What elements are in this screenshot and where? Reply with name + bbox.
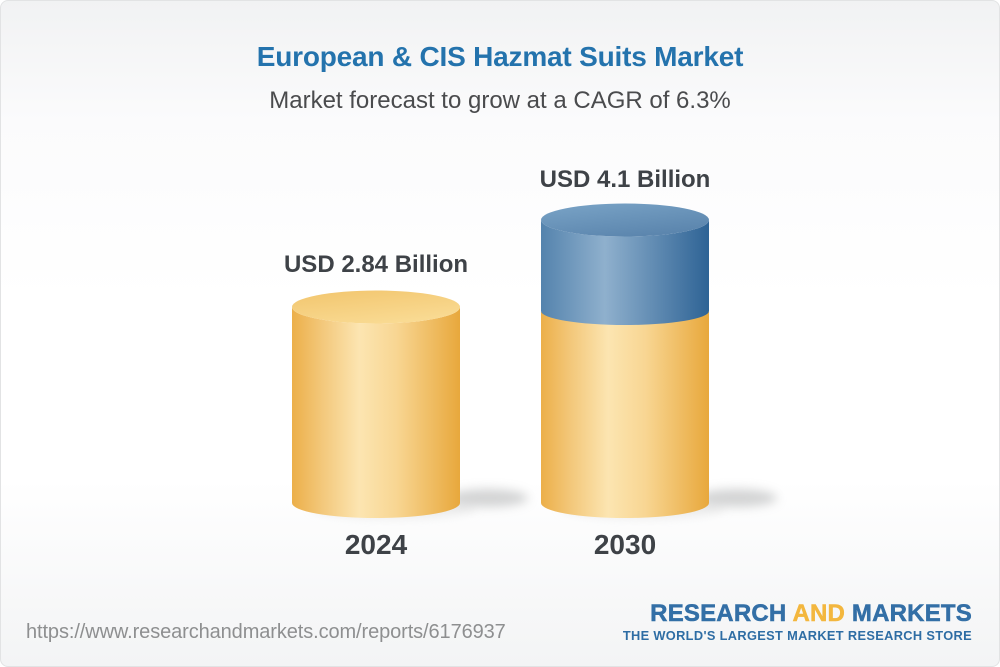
value-label-2030: USD 4.1 Billion [539, 166, 711, 193]
logo-word-research: RESEARCH [650, 600, 787, 627]
axis-label-2024: 2024 [344, 529, 408, 560]
bar-2030-top [541, 203, 709, 237]
cylinder-shadow [697, 489, 777, 507]
bar-2024-body [292, 307, 460, 518]
bar-2024-top [292, 290, 460, 324]
bar-2030-growth-segment [541, 220, 709, 325]
logo-tagline: THE WORLD'S LARGEST MARKET RESEARCH STOR… [622, 628, 972, 643]
axis-label-2030: 2030 [593, 529, 657, 560]
logo-wordmark: RESEARCH AND MARKETS [623, 600, 972, 627]
logo-word-markets: MARKETS [851, 600, 972, 627]
logo-word-and: AND [792, 600, 846, 627]
bar-2030-cylinder [541, 203, 777, 518]
bar-2030-base-segment [541, 311, 709, 518]
cylinder-shadow [448, 489, 528, 507]
value-label-2024: USD 2.84 Billion [283, 251, 469, 278]
bar-2024-cylinder [292, 290, 528, 518]
report-url[interactable]: https://www.researchandmarkets.com/repor… [26, 621, 506, 643]
chart-title: European & CIS Hazmat Suits Market [256, 41, 744, 72]
researchandmarkets-logo: RESEARCH AND MARKETS THE WORLD'S LARGEST… [622, 600, 972, 643]
chart-subtitle: Market forecast to grow at a CAGR of 6.3… [269, 87, 731, 114]
